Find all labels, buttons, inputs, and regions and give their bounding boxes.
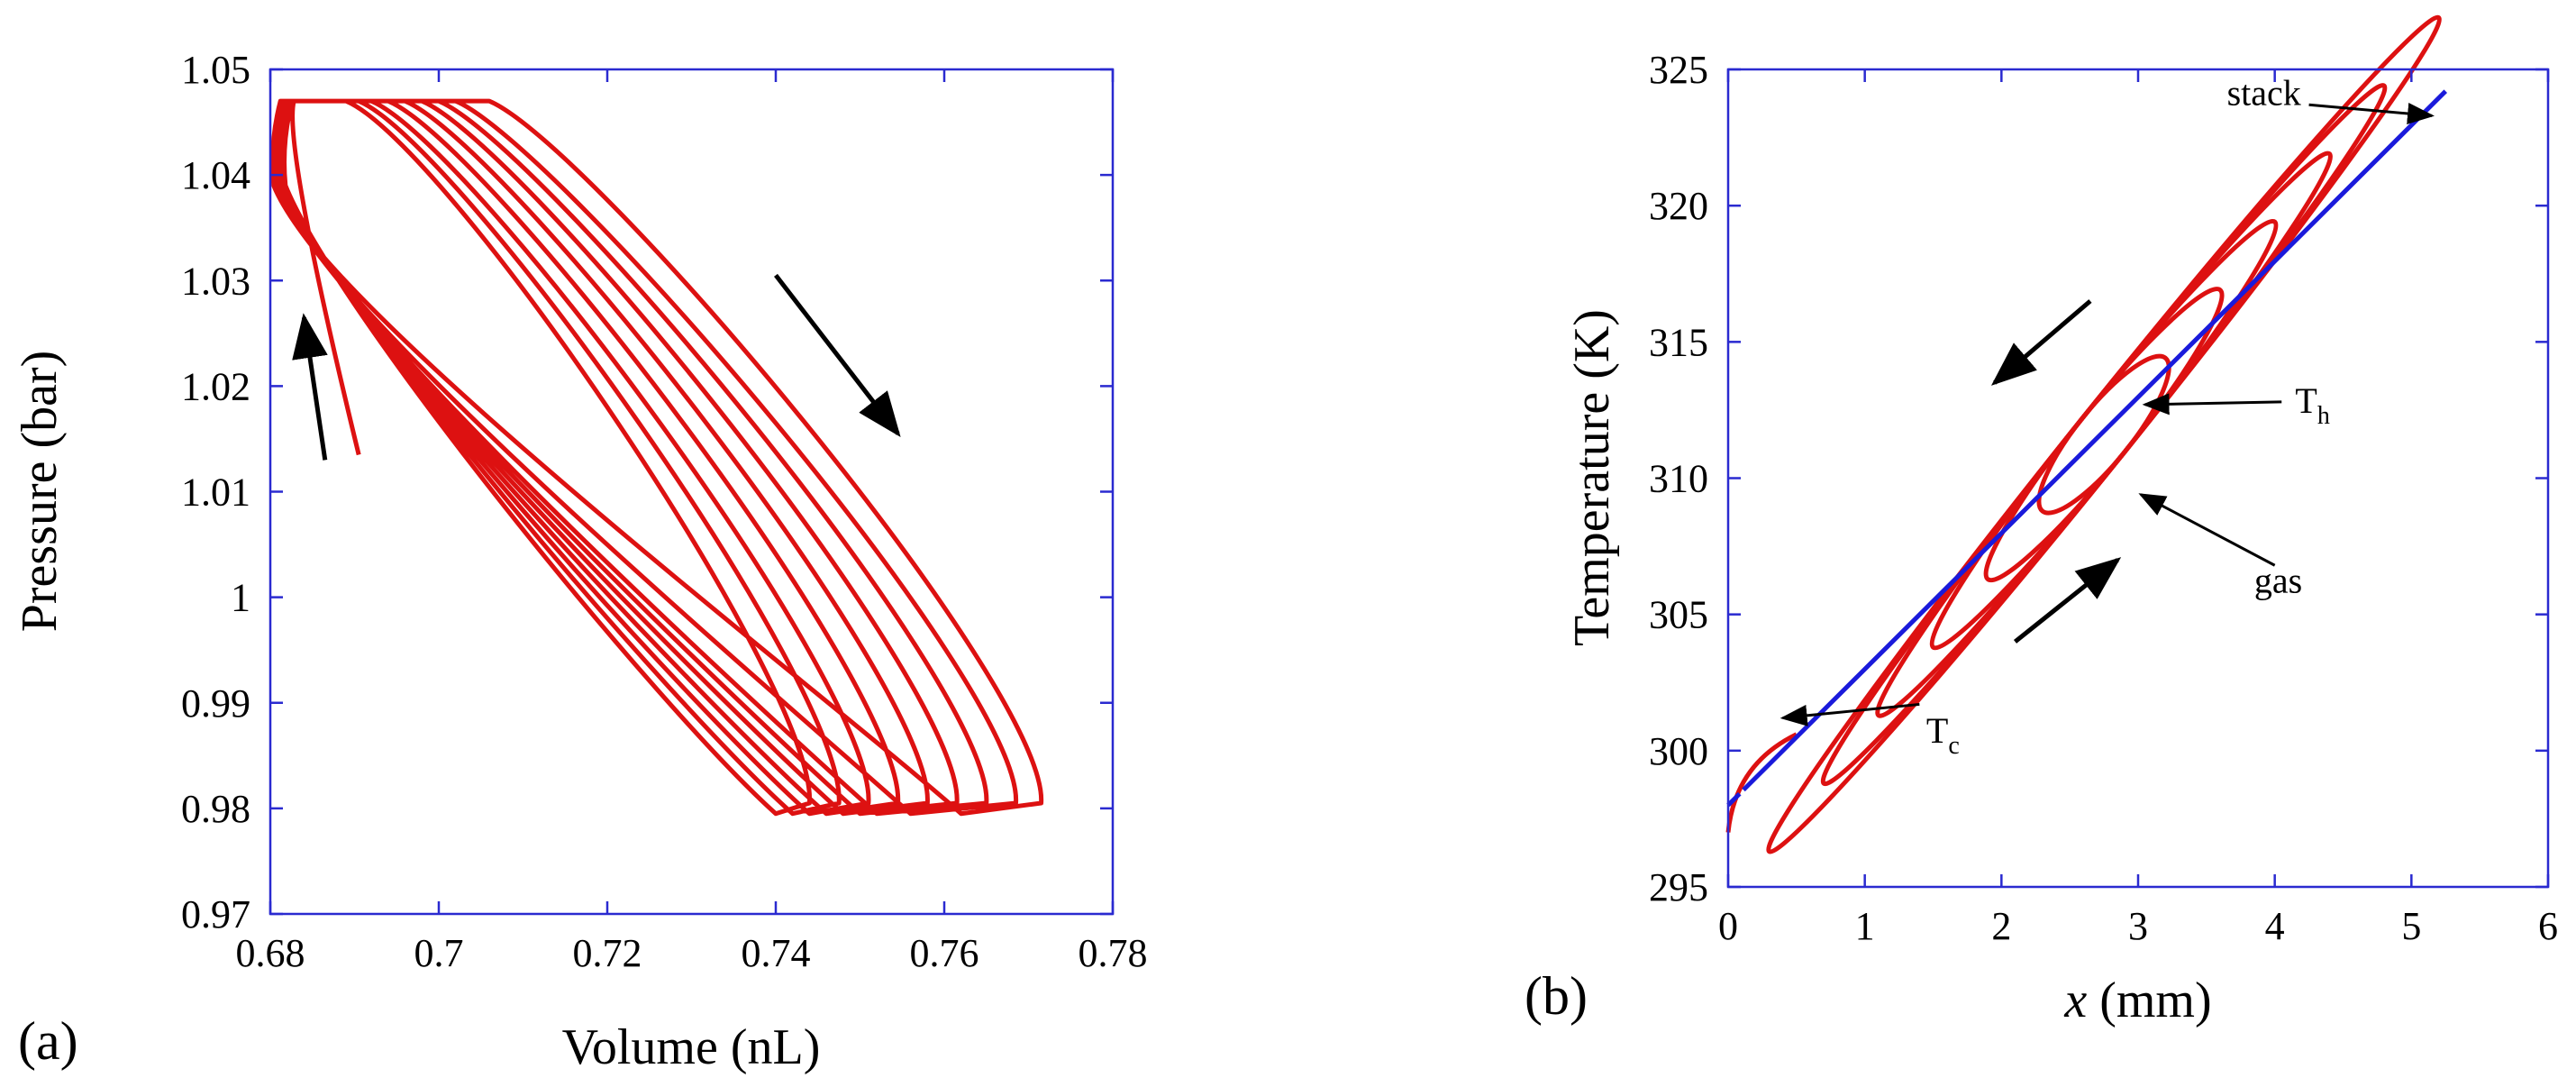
panel-b-xtick-label: 1 [1855,904,1875,948]
panel-b-label: (b) [1525,966,1588,1026]
panel-b-annotation-Tc: Tc [1926,710,1960,760]
panel-b-annotation-subscript: c [1948,732,1959,760]
panel-a: 0.68 0.7 0.72 0.74 0.76 0.78 0.97 0.98 0.99 1 1.0… [12,48,1148,1075]
panel-b-ytick-label: 320 [1649,184,1708,228]
panel-b-annotation-arrow-Th [2142,393,2282,416]
panel-b-arrow-left-cycle [1990,299,2092,386]
panel-b-ytick-label: 305 [1649,593,1708,637]
panel-a-xtick-label: 0.78 [1079,931,1148,975]
panel-b-xtick-label: 5 [2401,904,2421,948]
panel-b-ytick-label: 300 [1649,729,1708,773]
panel-a-xtick-label: 0.74 [742,931,811,975]
panel-a-xtick-label: 0.7 [414,931,464,975]
panel-a-ytick-label: 1 [231,576,250,620]
panel-b-annotation-Th: Th [2295,380,2329,430]
panel-a-ytick-label: 1.04 [181,153,250,197]
panel-b-xtick-label: 4 [2265,904,2285,948]
panel-b-annotation-text: T [1926,710,1948,751]
panel-b-xlabel: x (mm) [2063,973,2211,1028]
panel-a-xticks: 0.68 0.7 0.72 0.74 0.76 0.78 [236,69,1148,975]
panel-a-xtick-label: 0.76 [910,931,979,975]
panel-b-gas-ellipse [1929,218,2279,651]
panel-b-gas-transient [1725,732,1798,833]
panel-a-arrow-downward [774,273,901,438]
panel-b-gas-ellipse [1766,14,2442,854]
panel-b-xtick-label: 6 [2538,904,2558,948]
panel-b-ytick-label: 295 [1649,865,1708,909]
panel-b-annotations: stack Th gas Tc [1780,72,2435,760]
panel-a-xtick-label: 0.68 [236,931,305,975]
panel-b-annotation-text: stack [2227,72,2301,113]
panel-a-arrow-upward [292,313,328,461]
panel-a-ylabel: Pressure (bar) [12,351,68,633]
panel-a-ytick-label: 1.02 [181,364,250,408]
panel-b-arrows [1990,299,2122,644]
panel-b-ylabel: Temperature (K) [1564,309,1620,646]
panel-b-gas-ellipse [2036,353,2171,516]
panel-b-xtick-label: 0 [1718,904,1738,948]
panel-b-xticks: 0 1 2 3 4 5 6 [1718,69,2558,948]
panel-b-xtick-label: 2 [1991,904,2011,948]
panel-a-ytick-label: 0.98 [181,787,250,831]
panel-b-series-stack [1726,89,2448,808]
panel-a-arrows [292,273,901,461]
panel-a-ytick-label: 1.05 [181,48,250,92]
panel-a-ytick-label: 1.03 [181,259,250,303]
panel-b-xlabel-var: x [2063,973,2087,1028]
panel-b-annotation-stack: stack [2227,72,2301,113]
panel-b-annotation-text: gas [2254,560,2302,600]
panel-a-series-pv-cycles [269,98,1044,817]
panel-b-annotation-subscript: h [2317,402,2330,430]
panel-b-ytick-label: 325 [1649,48,1708,92]
panel-b-ytick-label: 315 [1649,320,1708,364]
panel-b-ytick-label: 310 [1649,457,1708,501]
panel-a-xlabel: Volume (nL) [562,1019,821,1075]
panel-b-arrow-right-cycle [2013,557,2122,644]
panel-a-xtick-label: 0.72 [573,931,642,975]
panel-b-annotation-text: T [2295,380,2317,421]
panel-b-gas-ellipse [1820,83,2388,787]
panel-b-annotation-arrow-gas [2138,493,2276,567]
panel-b: stack Th gas Tc 0 1 2 3 4 5 6 295 300 305 310 315 320 3… [1525,14,2558,1028]
panel-a-ytick-label: 0.97 [181,892,250,936]
panel-b-gas-ellipse [1983,287,2225,583]
panel-a-series [269,98,1044,817]
panel-a-ytick-label: 0.99 [181,681,250,726]
panel-b-xlabel-unit: (mm) [2087,973,2211,1028]
panel-b-annotation-gas: gas [2254,560,2302,600]
panel-b-series [1725,14,2448,854]
panel-a-label: (a) [18,1011,78,1071]
panel-b-xtick-label: 3 [2128,904,2148,948]
panel-b-annotation-arrow-stack [2308,103,2435,124]
panel-a-ytick-label: 1.01 [181,470,250,515]
panel-b-annotation-arrow-Tc [1780,702,1920,726]
panel-b-yticks: 295 300 305 310 315 320 325 [1649,48,2548,909]
panel-a-yticks: 0.97 0.98 0.99 1 1.01 1.02 1.03 1.04 1.05 [181,48,1113,936]
